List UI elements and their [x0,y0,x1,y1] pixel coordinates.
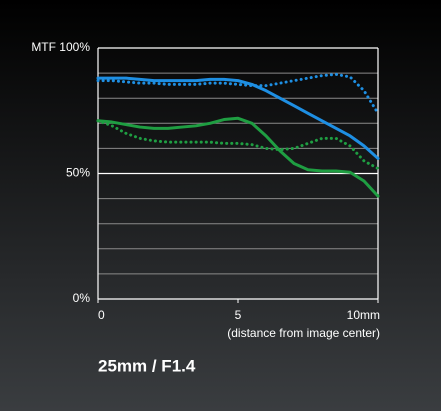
caption: 25mm / F1.4 [98,356,196,375]
y-tick-label: 50% [66,166,90,180]
x-tick-label: 10mm [347,308,380,322]
y-tick-label: 0% [73,291,91,305]
x-tick-label: 5 [235,308,242,322]
mtf-line [96,116,380,198]
mtf-line [96,119,380,170]
x-axis-label: (distance from image center) [227,326,380,340]
x-tick-label: 0 [98,308,105,322]
mtf-line [96,72,380,115]
y-tick-label: MTF 100% [31,40,90,54]
mtf-line [96,76,380,160]
